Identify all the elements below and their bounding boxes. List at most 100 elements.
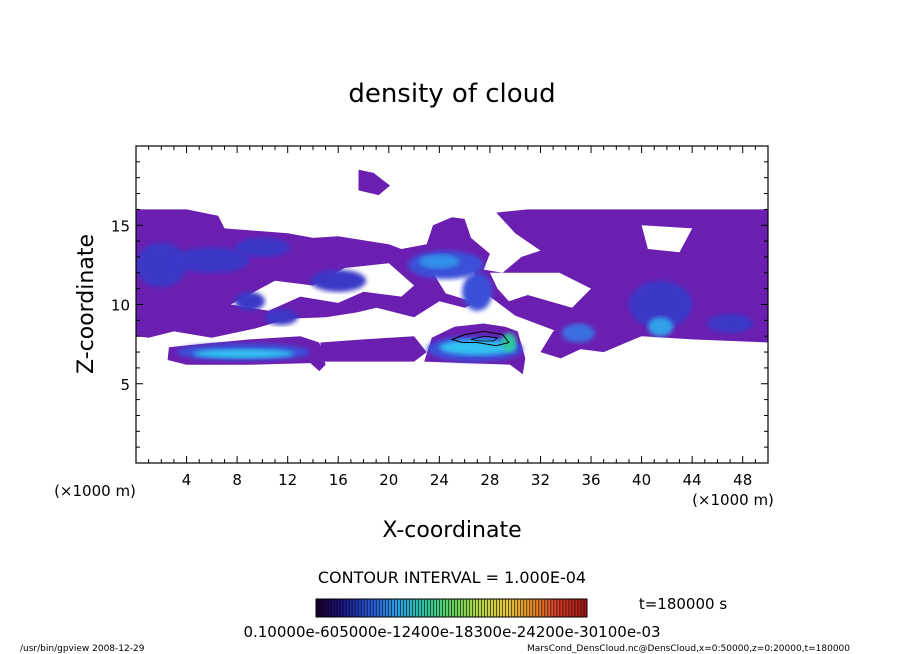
x-tick-label: 28 <box>480 471 499 489</box>
colorbar-swatch <box>541 599 546 617</box>
y-axis-label: Z-coordinate <box>74 234 99 374</box>
contour-interval-label: CONTOUR INTERVAL = 1.000E-04 <box>318 568 586 587</box>
colorbar-swatch <box>406 599 410 617</box>
intensity-blob <box>264 309 298 326</box>
colorbar-swatch <box>382 599 386 617</box>
intensity-blob <box>628 280 693 329</box>
clear-gap <box>489 272 591 308</box>
cloud-field <box>136 169 768 375</box>
x-tick-label: 4 <box>182 471 192 489</box>
colorbar-swatch <box>427 599 431 617</box>
colorbar-swatch <box>457 599 461 617</box>
colorbar-swatch <box>445 599 449 617</box>
colorbar-swatch <box>532 599 537 617</box>
colorbar-swatch <box>469 599 473 617</box>
colorbar-swatch <box>568 599 573 617</box>
colorbar-swatch <box>379 599 383 617</box>
colorbar-swatch <box>352 599 356 617</box>
cloud-cell <box>358 169 391 196</box>
colorbar-swatch <box>484 599 489 617</box>
intensity-blob <box>462 272 493 311</box>
colorbar-swatch <box>361 599 365 617</box>
x-tick-label: 36 <box>581 471 600 489</box>
colorbar-swatch <box>514 599 519 617</box>
intensity-blob <box>234 237 291 257</box>
x-tick-label: 16 <box>329 471 348 489</box>
colorbar-tick-labels: 0.10000e-605000e-12400e-18300e-24200e-30… <box>243 623 660 641</box>
chart-title: density of cloud <box>348 79 555 109</box>
colorbar-swatch <box>319 599 323 617</box>
colorbar-swatch <box>334 599 338 617</box>
colorbar-swatch <box>556 599 561 617</box>
colorbar-swatch <box>349 599 353 617</box>
x-tick-label: 20 <box>379 471 398 489</box>
colorbar-swatch <box>430 599 434 617</box>
colorbar-swatch <box>511 599 516 617</box>
colorbar-swatch <box>481 599 486 617</box>
colorbar-swatch <box>490 599 495 617</box>
colorbar-swatch <box>436 599 440 617</box>
contour-line <box>470 335 499 342</box>
colorbar-swatch <box>475 599 479 617</box>
colorbar-swatch <box>340 599 344 617</box>
y-tick-label: 5 <box>120 376 130 394</box>
colorbar-swatch <box>478 599 483 617</box>
colorbar-swatch <box>487 599 492 617</box>
colorbar-swatch <box>409 599 413 617</box>
colorbar-swatch <box>373 599 377 617</box>
colorbar-swatch <box>394 599 398 617</box>
intensity-blob <box>234 291 265 311</box>
colorbar-swatch <box>508 599 513 617</box>
y-tick-label: 10 <box>111 297 130 315</box>
colorbar-swatch <box>562 599 567 617</box>
colorbar-swatch <box>343 599 347 617</box>
lower-layer <box>319 336 427 362</box>
colorbar-swatch <box>322 599 326 617</box>
clear-gap <box>641 225 693 253</box>
time-label: t=180000 s <box>639 595 727 613</box>
colorbar-swatch <box>424 599 428 617</box>
colorbar-swatch <box>454 599 458 617</box>
colorbar-swatch <box>418 599 422 617</box>
colorbar-swatch <box>355 599 359 617</box>
x-axis-label: X-coordinate <box>382 518 521 543</box>
colorbar-swatch <box>529 599 534 617</box>
colorbar-swatch <box>316 599 320 617</box>
colorbar-swatch <box>433 599 437 617</box>
colorbar <box>315 599 588 617</box>
colorbar-swatch <box>388 599 392 617</box>
footer-right: MarsCond_DensCloud.nc@DensCloud,x=0:5000… <box>527 644 850 654</box>
colorbar-swatch <box>451 599 455 617</box>
colorbar-swatch <box>583 599 588 617</box>
colorbar-swatch <box>547 599 552 617</box>
colorbar-swatch <box>466 599 470 617</box>
colorbar-swatch <box>550 599 555 617</box>
colorbar-swatch <box>520 599 525 617</box>
colorbar-swatch <box>472 599 476 617</box>
contour-line <box>450 330 510 347</box>
x-tick-label: 24 <box>430 471 449 489</box>
colorbar-swatch <box>337 599 341 617</box>
colorbar-swatch <box>397 599 401 617</box>
colorbar-swatch <box>505 599 510 617</box>
colorbar-swatch <box>499 599 504 617</box>
intensity-blob <box>310 269 367 292</box>
colorbar-swatch <box>535 599 540 617</box>
x-tick-label: 8 <box>232 471 242 489</box>
intensity-blob <box>136 242 187 288</box>
colorbar-swatch <box>400 599 404 617</box>
intensity-blob <box>173 247 250 273</box>
colorbar-swatch <box>412 599 416 617</box>
footer-left: /usr/bin/gpview 2008-12-29 <box>20 644 145 654</box>
intensity-blob <box>192 348 294 359</box>
colorbar-swatch <box>577 599 582 617</box>
colorbar-swatch <box>559 599 564 617</box>
colorbar-swatch <box>331 599 335 617</box>
colorbar-swatch <box>460 599 464 617</box>
clear-gap <box>388 209 435 230</box>
intensity-blob <box>561 323 595 343</box>
colorbar-swatch <box>502 599 507 617</box>
colorbar-swatch <box>364 599 368 617</box>
colorbar-swatch <box>565 599 570 617</box>
